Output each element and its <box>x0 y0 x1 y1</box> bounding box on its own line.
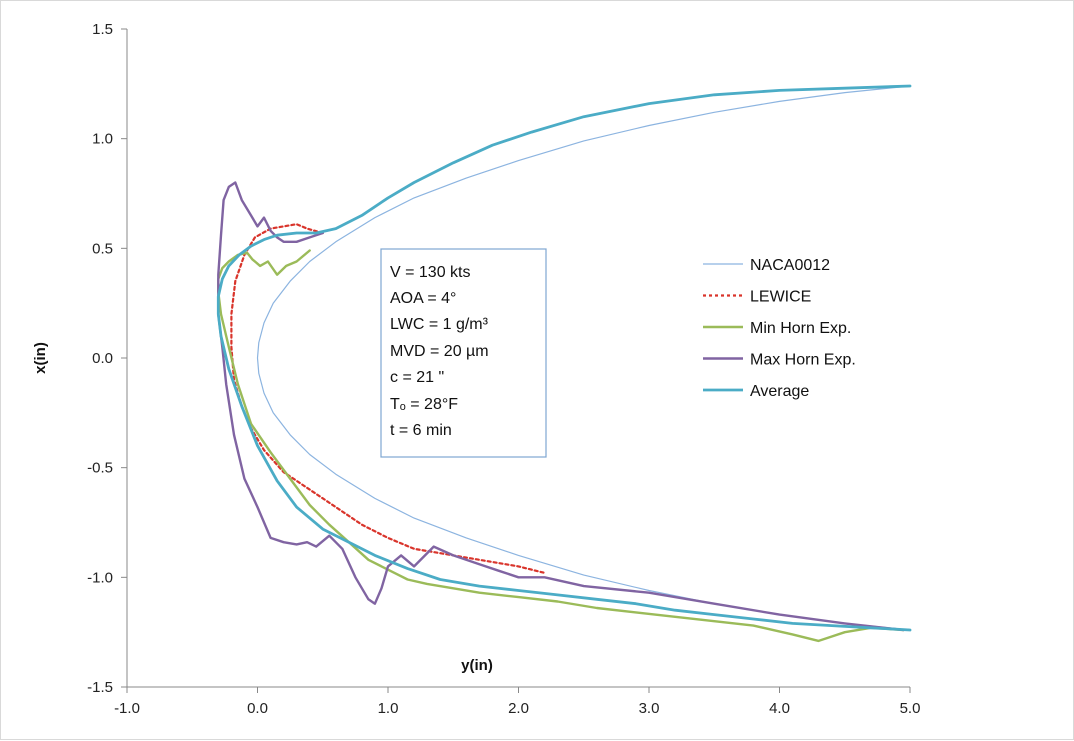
x-tick-label: 2.0 <box>508 700 529 717</box>
annotation-line-lwc: LWC = 1 g/m³ <box>390 316 489 333</box>
legend-label: Min Horn Exp. <box>750 320 851 337</box>
y-tick-label: 0.5 <box>92 240 113 257</box>
y-tick-label: 1.0 <box>92 131 113 148</box>
x-axis-title: y(in) <box>461 657 493 674</box>
x-ticks: -1.0 0.0 1.0 2.0 3.0 4.0 5.0 <box>114 687 920 717</box>
y-ticks: 1.5 1.0 0.5 0.0 -0.5 -1.0 -1.5 <box>87 21 127 696</box>
y-tick-label: -0.5 <box>87 460 113 477</box>
series-lines <box>216 84 912 643</box>
y-tick-label: -1.0 <box>87 569 113 586</box>
y-tick-label: -1.5 <box>87 679 113 696</box>
annotation-line-chord: c = 21 " <box>390 369 444 386</box>
annotation-line-aoa: AOA = 4° <box>390 290 456 307</box>
annotation-line-velocity: V = 130 kts <box>390 264 471 281</box>
y-tick-label: 1.5 <box>92 21 113 38</box>
y-tick-label: 0.0 <box>92 350 113 367</box>
series-line-naca0012 <box>256 85 911 631</box>
annotation-line-mvd: MVD = 20 µm <box>390 343 489 360</box>
legend-label: NACA0012 <box>750 257 830 274</box>
x-tick-label: 4.0 <box>769 700 790 717</box>
legend-label: Average <box>750 383 809 400</box>
x-tick-label: 3.0 <box>639 700 660 717</box>
annotation-box: V = 130 kts AOA = 4° LWC = 1 g/m³ MVD = … <box>380 248 547 458</box>
annotation-line-temperature: Tₒ = 28°F <box>390 396 458 413</box>
legend-label: Max Horn Exp. <box>750 352 856 369</box>
x-tick-label: 0.0 <box>247 700 268 717</box>
x-tick-label: 1.0 <box>378 700 399 717</box>
legend-label: LEWICE <box>750 289 811 306</box>
series-line-max-horn-exp <box>217 181 905 632</box>
series-line-min-horn-exp <box>217 249 905 643</box>
annotation-line-time: t = 6 min <box>390 422 452 439</box>
series-line-average <box>216 84 912 632</box>
y-axis-title: x(in) <box>32 342 49 374</box>
x-tick-label: -1.0 <box>114 700 140 717</box>
annotation-frame <box>380 248 547 458</box>
x-tick-label: 5.0 <box>900 700 921 717</box>
legend: NACA0012 LEWICE Min Horn Exp. Max Horn Exp.… <box>703 257 856 400</box>
